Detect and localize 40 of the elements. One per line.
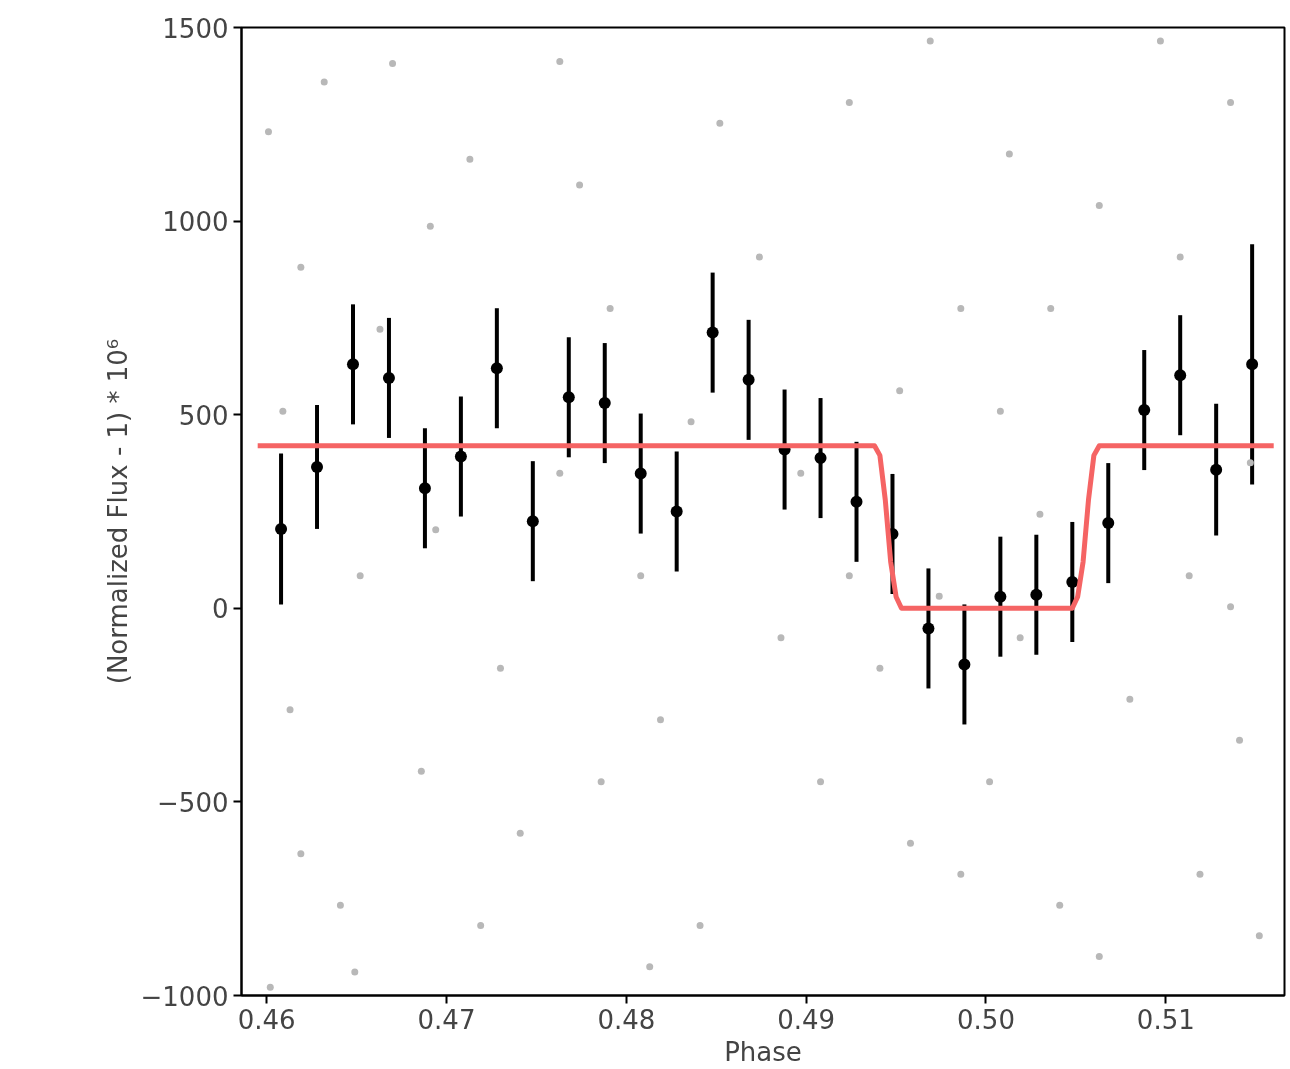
point [562, 391, 575, 404]
x-tick-label: 0.47 [417, 1004, 476, 1035]
point [922, 622, 935, 635]
point [706, 326, 719, 339]
point [634, 467, 647, 480]
point [1066, 575, 1079, 588]
x-tick-label: 0.46 [237, 1004, 296, 1035]
point [994, 590, 1007, 603]
x-tick-label: 0.50 [957, 1004, 1015, 1035]
point [382, 371, 395, 384]
point [814, 452, 827, 465]
y-tick-label: 0 [211, 594, 229, 625]
y-tick-label: 1500 [162, 13, 229, 44]
point [454, 450, 467, 463]
x-tick-label: 0.48 [597, 1004, 656, 1035]
point [490, 362, 503, 375]
y-tick-label: −500 [157, 787, 229, 818]
point [275, 522, 288, 535]
y-tick-label: 500 [178, 400, 229, 431]
point [670, 505, 683, 518]
point [346, 358, 359, 371]
y-tick-label: 1000 [162, 207, 229, 238]
point [598, 397, 611, 410]
point [1030, 588, 1043, 601]
point [850, 495, 863, 508]
point [1102, 517, 1115, 530]
point [1246, 358, 1259, 371]
y-axis-title: (Normalized Flux - 1) * 10⁶ [102, 338, 133, 685]
point [742, 373, 755, 386]
point [526, 515, 539, 528]
point [1174, 369, 1187, 382]
point [311, 460, 324, 473]
point [958, 658, 971, 671]
point [1210, 463, 1223, 476]
y-tick-label: −1000 [140, 981, 229, 1012]
point [1138, 404, 1151, 417]
point [418, 482, 431, 495]
x-tick-label: 0.51 [1136, 1004, 1195, 1035]
x-tick-label: 0.49 [777, 1004, 836, 1035]
x-axis-title: Phase [724, 1036, 802, 1067]
